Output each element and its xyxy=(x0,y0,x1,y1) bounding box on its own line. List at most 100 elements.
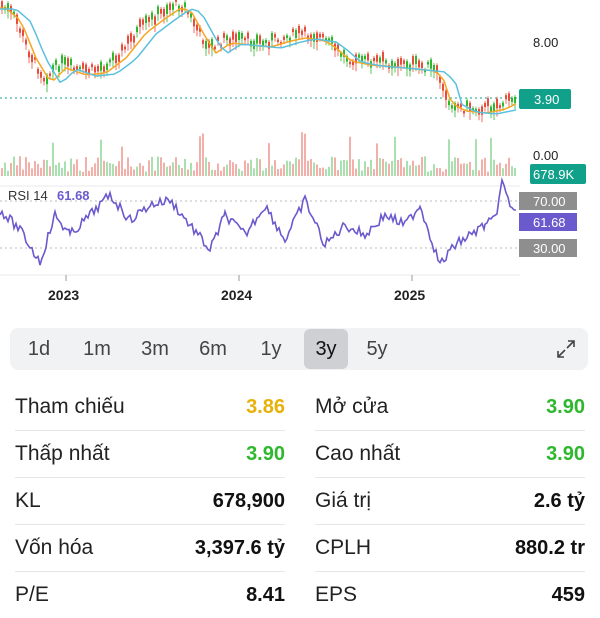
candle-body xyxy=(58,66,60,72)
candle-body xyxy=(343,49,345,57)
volume-bar xyxy=(241,170,243,176)
candle-body xyxy=(163,8,165,17)
volume-bar xyxy=(325,169,327,176)
candle-body xyxy=(355,54,357,64)
volume-bar xyxy=(370,159,372,176)
candle-body xyxy=(214,46,216,50)
candle-body xyxy=(316,32,318,43)
volume-bar xyxy=(298,159,300,176)
price-badge xyxy=(519,89,571,109)
stat-label: P/E xyxy=(15,583,49,606)
volume-bar xyxy=(349,136,351,176)
candle-body xyxy=(235,33,237,43)
volume-bar xyxy=(73,164,75,176)
volume-bar xyxy=(496,164,498,176)
period-3y[interactable]: 3y xyxy=(304,329,348,369)
price-chart[interactable]: 8.00 3.90 0.00 678.9K RSI 14 61.68 70.00… xyxy=(0,0,600,320)
volume-bar xyxy=(307,160,309,176)
candle-body xyxy=(487,98,489,107)
candle-body xyxy=(259,35,261,44)
volume-bar xyxy=(88,170,90,176)
volume-bar xyxy=(19,156,21,176)
volume-bar xyxy=(484,157,486,176)
volume-bar xyxy=(400,158,402,176)
volume-bar xyxy=(109,163,111,176)
period-1d[interactable]: 1d xyxy=(27,338,51,360)
candle-body xyxy=(256,34,258,44)
volume-bar xyxy=(58,162,60,176)
candle-body xyxy=(358,54,360,58)
volume-bar xyxy=(166,166,168,176)
volume-bar xyxy=(136,166,138,176)
period-6m[interactable]: 6m xyxy=(199,338,227,360)
volume-badge-label: 678.9K xyxy=(533,167,575,182)
period-3m[interactable]: 3m xyxy=(141,338,169,360)
volume-bar xyxy=(439,168,441,176)
volume-bar xyxy=(121,146,123,176)
volume-bar xyxy=(514,167,516,176)
candle-body xyxy=(511,98,513,102)
volume-bar xyxy=(292,163,294,176)
period-1m[interactable]: 1m xyxy=(83,338,111,360)
candle-body xyxy=(97,65,99,72)
volume-bar xyxy=(250,159,252,176)
volume-bar xyxy=(316,164,318,176)
volume-bar xyxy=(67,171,69,176)
volume-bar xyxy=(97,157,99,176)
candle-body xyxy=(241,33,243,39)
volume-bar xyxy=(253,168,255,176)
candle-body xyxy=(310,34,312,41)
volume-bar xyxy=(382,158,384,176)
stat-value: 3.90 xyxy=(546,395,585,418)
candle-body xyxy=(169,3,171,10)
volume-bar xyxy=(94,163,96,176)
volume-bar xyxy=(85,157,87,176)
volume-bar xyxy=(181,168,183,176)
volume-bar xyxy=(13,156,15,176)
volume-bar xyxy=(208,161,210,176)
volume-bar xyxy=(286,160,288,176)
candle-body xyxy=(490,106,492,113)
candle-body xyxy=(133,36,135,43)
candle-body xyxy=(277,39,279,43)
candle-body xyxy=(424,69,426,73)
volume-bar xyxy=(373,169,375,176)
candle-body xyxy=(289,37,291,43)
volume-bar xyxy=(493,159,495,176)
candle-body xyxy=(70,58,72,66)
stat-label: Tham chiếu xyxy=(15,395,125,418)
volume-bar xyxy=(490,137,492,176)
volume-bar xyxy=(451,161,453,176)
candle-body xyxy=(292,28,294,33)
volume-bar xyxy=(352,159,354,176)
price-badge-label: 3.90 xyxy=(534,92,559,107)
volume-bar xyxy=(7,170,9,176)
volume-bar xyxy=(442,171,444,176)
volume-bar xyxy=(421,156,423,176)
volume-bar xyxy=(139,163,141,176)
expand-icon[interactable] xyxy=(544,329,588,369)
candle-body xyxy=(442,83,444,91)
candle-body xyxy=(64,57,66,65)
stat-label: KL xyxy=(15,489,41,512)
stat-value-traded: Giá trị 2.6 tỷ xyxy=(315,478,585,524)
volume-bar xyxy=(463,163,465,176)
candle-body xyxy=(394,63,396,68)
volume-bar xyxy=(112,163,114,176)
candle-body xyxy=(73,67,75,71)
candle-body xyxy=(463,111,465,114)
volume-bar xyxy=(466,163,468,176)
volume-bar xyxy=(235,164,237,176)
rsi-70-badge xyxy=(519,192,577,210)
volume-bar xyxy=(265,168,267,176)
volume-bar xyxy=(412,160,414,176)
period-1y[interactable]: 1y xyxy=(260,338,282,360)
volume-bar xyxy=(43,159,45,176)
candle-body xyxy=(79,66,81,70)
volume-bar xyxy=(391,160,393,176)
stat-value: 880.2 tr xyxy=(514,536,585,559)
candle-body xyxy=(223,33,225,38)
candle-body xyxy=(508,93,510,101)
candle-body xyxy=(205,40,207,49)
period-5y[interactable]: 5y xyxy=(366,338,388,360)
